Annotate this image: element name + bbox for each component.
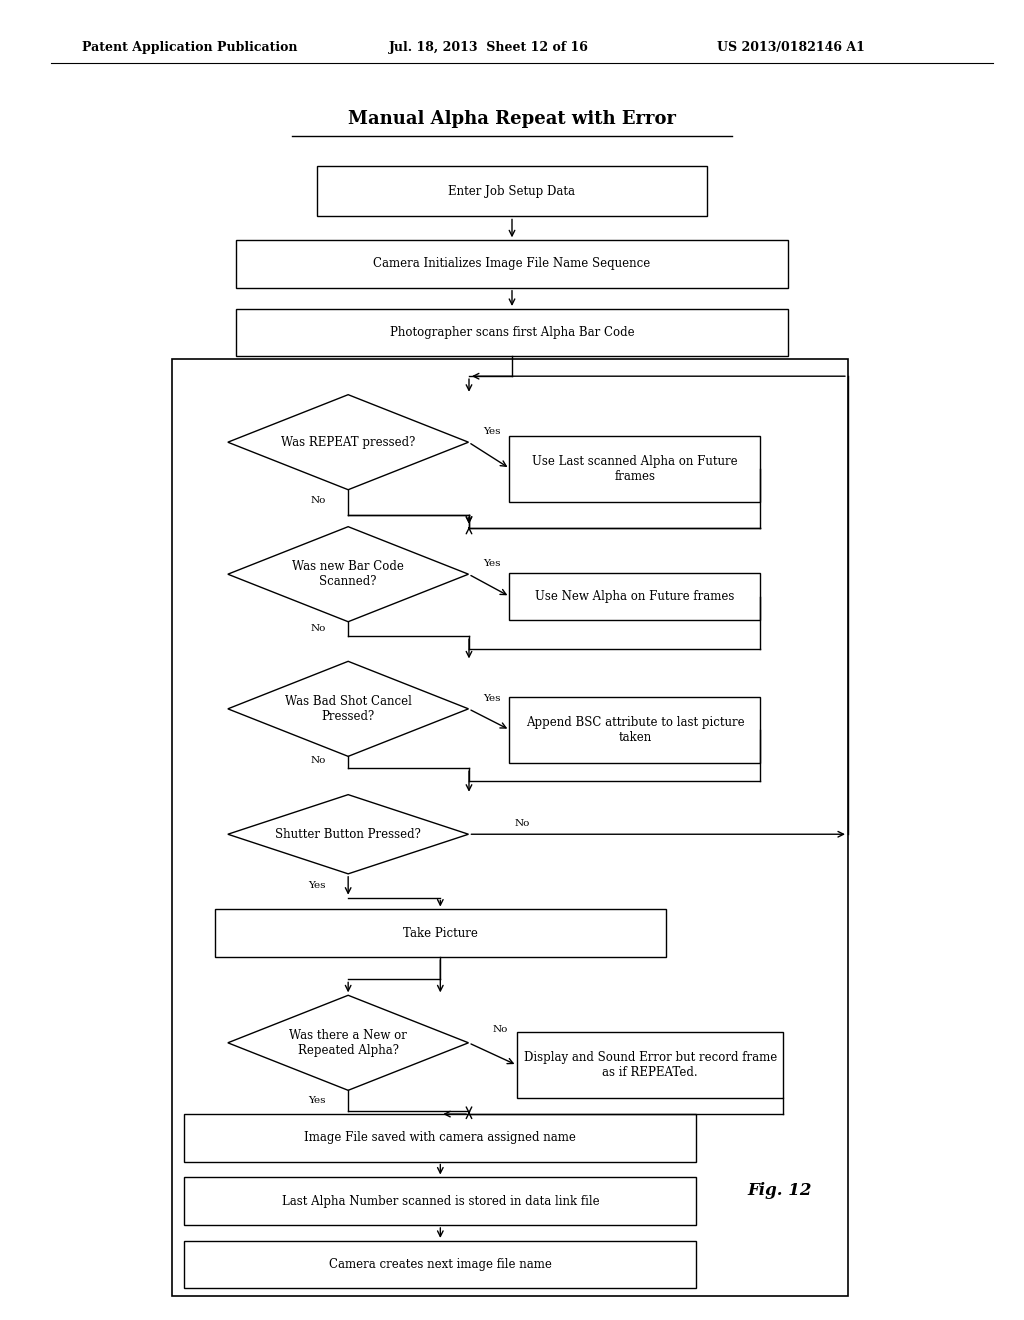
Text: Enter Job Setup Data: Enter Job Setup Data	[449, 185, 575, 198]
Polygon shape	[228, 995, 469, 1090]
Text: Shutter Button Pressed?: Shutter Button Pressed?	[275, 828, 421, 841]
Text: Use Last scanned Alpha on Future
frames: Use Last scanned Alpha on Future frames	[532, 454, 737, 483]
FancyBboxPatch shape	[236, 309, 788, 356]
FancyBboxPatch shape	[510, 573, 760, 620]
FancyBboxPatch shape	[510, 436, 760, 502]
Text: Photographer scans first Alpha Bar Code: Photographer scans first Alpha Bar Code	[390, 326, 634, 339]
Text: Image File saved with camera assigned name: Image File saved with camera assigned na…	[304, 1131, 577, 1144]
FancyBboxPatch shape	[184, 1241, 696, 1288]
Text: Yes: Yes	[482, 560, 501, 568]
Text: Was there a New or
Repeated Alpha?: Was there a New or Repeated Alpha?	[289, 1028, 408, 1057]
Text: Was new Bar Code
Scanned?: Was new Bar Code Scanned?	[292, 560, 404, 589]
Text: Was REPEAT pressed?: Was REPEAT pressed?	[281, 436, 416, 449]
Text: No: No	[310, 496, 326, 504]
Text: Yes: Yes	[482, 428, 501, 436]
Text: Jul. 18, 2013  Sheet 12 of 16: Jul. 18, 2013 Sheet 12 of 16	[389, 41, 589, 54]
Text: Manual Alpha Repeat with Error: Manual Alpha Repeat with Error	[348, 110, 676, 128]
Text: US 2013/0182146 A1: US 2013/0182146 A1	[717, 41, 864, 54]
Polygon shape	[228, 527, 469, 622]
Text: Yes: Yes	[482, 694, 501, 702]
Text: Fig. 12: Fig. 12	[748, 1183, 812, 1199]
Text: Camera creates next image file name: Camera creates next image file name	[329, 1258, 552, 1271]
Polygon shape	[228, 795, 469, 874]
Text: No: No	[310, 756, 326, 764]
Text: Use New Alpha on Future frames: Use New Alpha on Future frames	[536, 590, 734, 603]
FancyBboxPatch shape	[184, 1114, 696, 1162]
Text: No: No	[492, 1026, 508, 1034]
Text: No: No	[310, 624, 326, 632]
Text: Last Alpha Number scanned is stored in data link file: Last Alpha Number scanned is stored in d…	[282, 1195, 599, 1208]
Text: Yes: Yes	[308, 1097, 326, 1105]
FancyBboxPatch shape	[517, 1032, 783, 1098]
Text: Display and Sound Error but record frame
as if REPEATed.: Display and Sound Error but record frame…	[523, 1051, 777, 1080]
Text: Was Bad Shot Cancel
Pressed?: Was Bad Shot Cancel Pressed?	[285, 694, 412, 723]
FancyBboxPatch shape	[215, 909, 666, 957]
Text: Camera Initializes Image File Name Sequence: Camera Initializes Image File Name Seque…	[374, 257, 650, 271]
Text: No: No	[514, 820, 530, 828]
FancyBboxPatch shape	[184, 1177, 696, 1225]
FancyBboxPatch shape	[510, 697, 760, 763]
Text: Patent Application Publication: Patent Application Publication	[82, 41, 297, 54]
FancyBboxPatch shape	[317, 166, 707, 216]
Text: Yes: Yes	[308, 882, 326, 890]
Text: Append BSC attribute to last picture
taken: Append BSC attribute to last picture tak…	[525, 715, 744, 744]
Polygon shape	[228, 661, 469, 756]
Polygon shape	[228, 395, 469, 490]
Text: Take Picture: Take Picture	[402, 927, 478, 940]
FancyBboxPatch shape	[236, 240, 788, 288]
